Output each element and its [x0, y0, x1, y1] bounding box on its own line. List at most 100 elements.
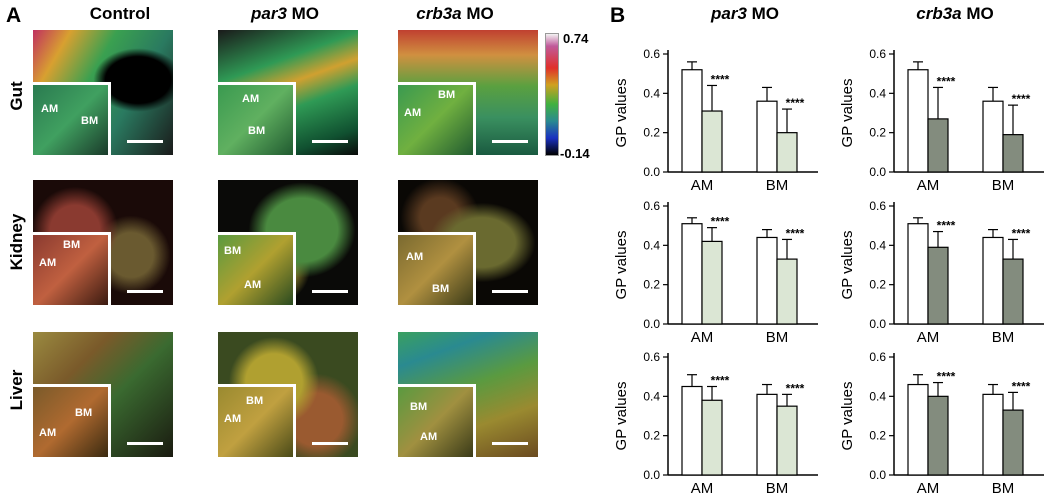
y-tick-label: 0.2	[643, 429, 660, 443]
bar	[701, 110, 723, 173]
inset-gut-par3: AM BM	[218, 82, 296, 155]
bar-chart-kidney-crb3a: GP values 0.0 0.2 0.4 0.6 **** AM **** BM	[839, 199, 1044, 346]
bar	[681, 223, 703, 325]
inset-tag: BM	[75, 407, 93, 419]
significance-label: ****	[937, 74, 956, 88]
bar-chart-kidney-par3: GP values 0.0 0.2 0.4 0.6 **** AM **** BM	[613, 199, 818, 346]
col-title-crb3a-plain: MO	[461, 4, 494, 23]
x-category-label: AM	[691, 177, 714, 194]
x-category-label: AM	[691, 329, 714, 346]
row-title-gut: Gut	[7, 81, 26, 111]
inset-tag: AM	[244, 279, 262, 291]
y-tick-label: 0.2	[869, 278, 886, 292]
inset-texture	[398, 85, 473, 155]
bar	[982, 100, 1004, 173]
bar	[1002, 134, 1024, 173]
y-axis-label: GP values	[613, 231, 630, 300]
scale-bar	[127, 290, 163, 293]
bar	[756, 100, 778, 173]
col-title-crb3a: crb3a MO	[395, 4, 515, 24]
significance-label: ****	[711, 215, 730, 229]
inset-texture	[218, 387, 293, 457]
x-category-label: BM	[766, 480, 789, 497]
bar	[756, 236, 778, 325]
inset-tag: AM	[41, 103, 59, 115]
scale-bar	[127, 442, 163, 445]
inset-texture	[33, 235, 108, 305]
y-tick-label: 0.4	[643, 86, 660, 100]
significance-label: ****	[1012, 226, 1031, 240]
y-tick-label: 0.0	[643, 468, 660, 482]
micrograph-liver-par3: BM AM	[218, 332, 358, 457]
x-category-label: AM	[917, 480, 940, 497]
inset-tag: BM	[438, 89, 456, 101]
inset-kidney-crb3a: AM BM	[398, 232, 476, 305]
col-title-b-crb3a-italic: crb3a	[916, 4, 962, 23]
col-title-b-crb3a: crb3a MO	[880, 4, 1030, 24]
scale-bar	[312, 442, 348, 445]
col-title-par3-plain: MO	[286, 4, 320, 23]
y-tick-label: 0.4	[869, 86, 886, 100]
colorbar-max-label: 0.74	[563, 31, 589, 46]
y-tick-label: 0.6	[643, 47, 660, 61]
col-title-b-crb3a-plain: MO	[961, 4, 994, 23]
inset-texture	[33, 85, 108, 155]
scale-bar	[312, 290, 348, 293]
bar-chart-liver-par3: GP values 0.0 0.2 0.4 0.6 **** AM **** BM	[613, 350, 818, 497]
inset-texture	[398, 235, 473, 305]
significance-label: ****	[711, 374, 730, 388]
bar	[907, 69, 929, 173]
y-tick-label: 0.6	[869, 47, 886, 61]
y-tick-label: 0.2	[869, 126, 886, 140]
inset-tag: AM	[404, 107, 422, 119]
bar	[982, 393, 1004, 476]
col-title-par3-italic: par3	[250, 4, 287, 23]
bar	[776, 405, 798, 476]
x-category-label: BM	[766, 177, 789, 194]
y-tick-label: 0.2	[643, 278, 660, 292]
inset-tag: AM	[39, 427, 57, 439]
x-category-label: AM	[691, 480, 714, 497]
inset-liver-control: BM AM	[33, 384, 111, 457]
inset-tag: AM	[39, 257, 57, 269]
y-axis-label: GP values	[613, 382, 630, 451]
y-tick-label: 0.4	[643, 238, 660, 252]
micrograph-liver-control: BM AM	[33, 332, 173, 457]
bar	[756, 393, 778, 476]
col-title-b-par3: par3 MO	[670, 4, 820, 24]
y-tick-label: 0.2	[643, 126, 660, 140]
micrograph-gut-crb3a: BM AM	[398, 30, 538, 155]
row-title-kidney: Kidney	[7, 213, 26, 271]
col-title-b-par3-italic: par3	[710, 4, 747, 23]
inset-liver-crb3a: BM AM	[398, 384, 476, 457]
bar	[907, 223, 929, 325]
y-tick-label: 0.0	[869, 165, 886, 179]
y-axis-label: GP values	[839, 231, 856, 300]
inset-tag: BM	[432, 283, 450, 295]
y-tick-label: 0.6	[643, 350, 660, 364]
inset-texture	[218, 235, 293, 305]
y-tick-label: 0.6	[643, 199, 660, 213]
micrograph-kidney-control: BM AM	[33, 180, 173, 305]
col-title-control-plain: Control	[89, 4, 151, 23]
significance-label: ****	[786, 226, 805, 240]
bar	[927, 246, 949, 325]
significance-label: ****	[1012, 92, 1031, 106]
x-category-label: AM	[917, 177, 940, 194]
inset-gut-crb3a: BM AM	[398, 82, 476, 155]
inset-texture	[218, 85, 293, 155]
x-category-label: BM	[992, 329, 1015, 346]
bar	[776, 258, 798, 325]
inset-kidney-control: BM AM	[33, 232, 111, 305]
bar-chart-gut-crb3a: GP values 0.0 0.2 0.4 0.6 **** AM **** BM	[839, 47, 1044, 194]
significance-label: ****	[1012, 379, 1031, 393]
bar	[927, 118, 949, 173]
col-title-control: Control	[60, 4, 180, 24]
x-category-label: BM	[992, 480, 1015, 497]
micrograph-kidney-crb3a: AM BM	[398, 180, 538, 305]
inset-gut-control: AM BM	[33, 82, 111, 155]
y-tick-label: 0.0	[869, 468, 886, 482]
bar	[701, 399, 723, 476]
inset-tag: AM	[242, 93, 260, 105]
colorbar-min-label: -0.14	[560, 146, 590, 161]
